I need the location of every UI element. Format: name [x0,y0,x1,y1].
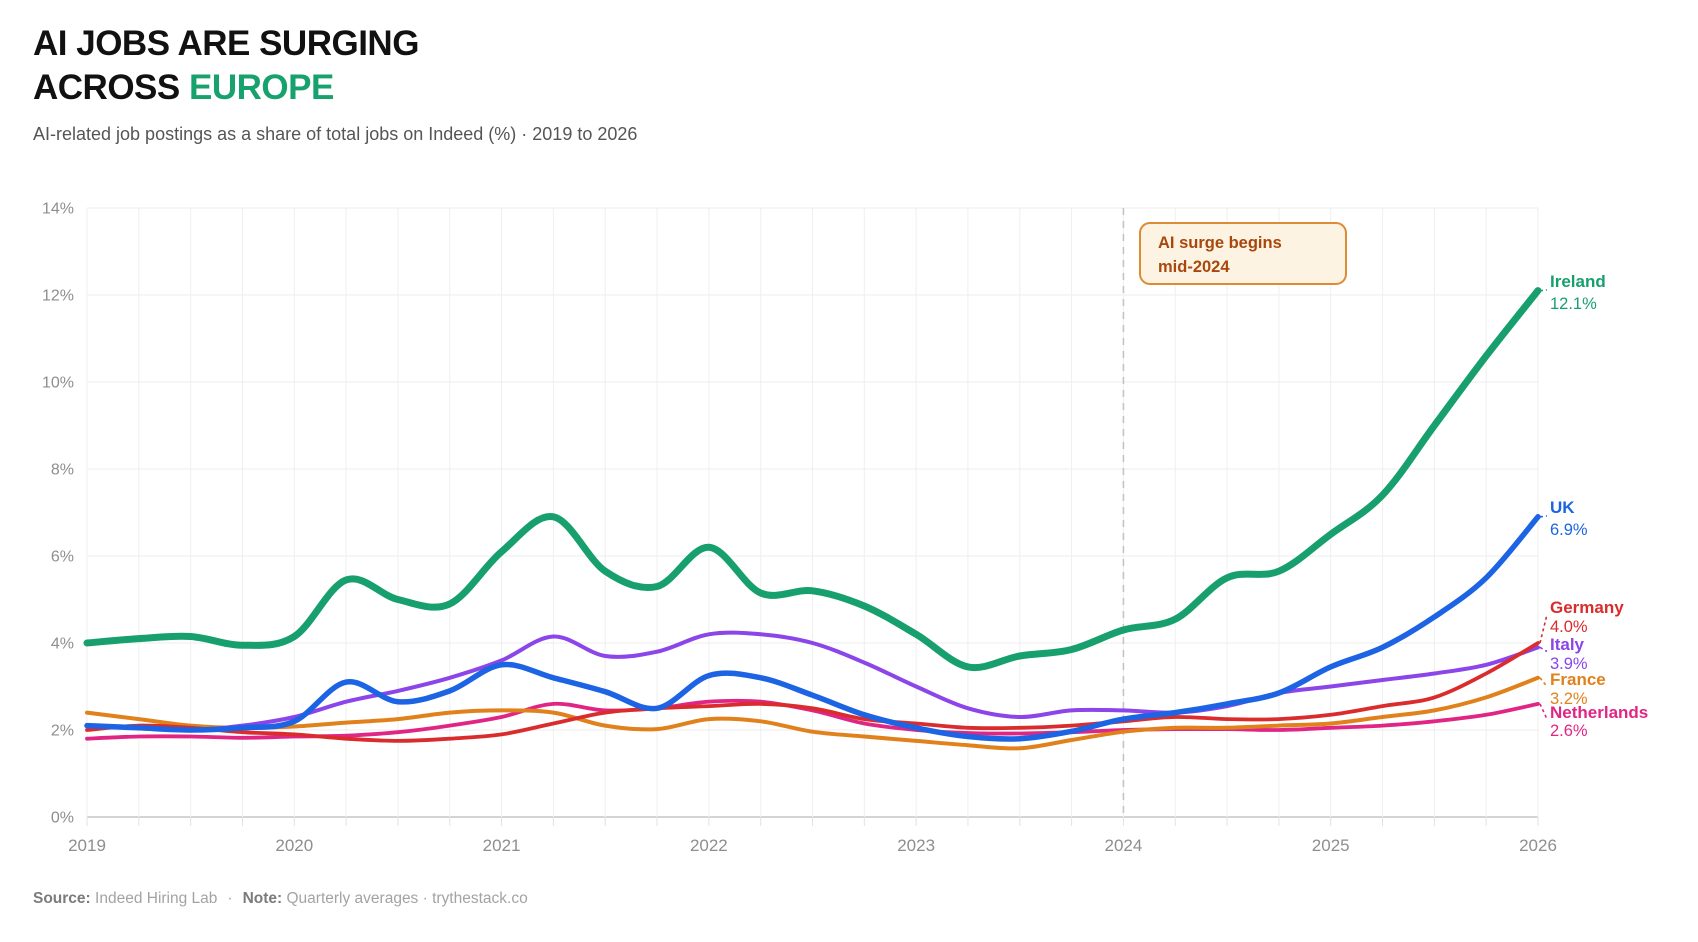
annotation-line1: AI surge begins [1158,234,1282,252]
footer-separator: · [227,890,233,907]
title-line2-prefix: ACROSS [33,68,180,108]
series-label-ireland[interactable]: Ireland [1550,272,1606,291]
note-value: Quarterly averages · trythestack.co [286,890,528,907]
x-tick-label: 2019 [68,836,106,855]
y-tick-label: 14% [42,201,74,218]
x-tick-label: 2026 [1519,836,1557,855]
series-value-italy: 3.9% [1550,655,1588,673]
x-tick-label: 2021 [483,836,521,855]
annotation-callout: AI surge begins mid-2024 [1139,222,1347,285]
series-label-netherlands[interactable]: Netherlands [1550,703,1648,722]
series-line-uk[interactable] [84,514,1541,742]
y-tick-label: 0% [51,810,74,827]
series-label-germany[interactable]: Germany [1550,598,1624,617]
source-label: Source: [33,890,91,907]
annotation-line2: mid-2024 [1158,258,1230,276]
title-line2-accent: EUROPE [188,68,334,108]
y-tick-label: 6% [51,549,74,566]
series-value-france: 3.2% [1550,690,1588,708]
axis-labels: 0% 2% 4% 6% 8% 10% 12% 14% 2019 2020 2021 2022 2023 2… [42,201,1557,856]
y-tick-label: 12% [42,288,74,305]
series-value-germany: 4.0% [1550,618,1588,636]
chart-header: AI JOBS ARE SURGING ACROSS EUROPE AI-rela… [33,22,637,145]
x-tick-label: 2024 [1105,836,1143,855]
note-label: Note: [242,890,283,907]
y-tick-label: 8% [51,462,74,479]
label-leader-ireland [1539,289,1548,292]
y-tick-label: 4% [51,636,74,653]
label-leader-netherlands [1539,703,1548,720]
x-tick-label: 2023 [897,836,935,855]
series-value-netherlands: 2.6% [1550,722,1588,740]
series-line-germany[interactable] [85,641,1540,743]
series-label-france[interactable]: France [1550,670,1606,689]
series-lines [83,287,1542,751]
annotation-box [1139,222,1347,285]
label-leader-france [1539,677,1548,688]
y-tick-label: 10% [42,375,74,392]
y-tick-label: 2% [51,723,74,740]
label-leader-italy [1539,646,1548,653]
series-line-ireland[interactable] [83,287,1542,672]
series-label-uk[interactable]: UK [1550,498,1575,517]
label-leader-germany [1539,614,1548,644]
series-end-labels: Ireland 12.1% UK 6.9% Germany4.0%Italy3.9%Fr… [1539,272,1648,740]
series-line-italy[interactable] [85,630,1540,733]
chart-title: AI JOBS ARE SURGING ACROSS EUROPE [33,22,637,110]
chart-footer: Source: Indeed Hiring Lab · Note: Quarterl… [33,890,528,908]
x-tick-label: 2025 [1312,836,1350,855]
series-label-italy[interactable]: Italy [1550,635,1585,654]
source-value: Indeed Hiring Lab [95,890,218,907]
x-tick-label: 2020 [275,836,313,855]
title-line1: AI JOBS ARE SURGING [33,24,419,63]
x-tick-label: 2022 [690,836,728,855]
series-value-ireland: 12.1% [1550,295,1597,313]
chart-subtitle: AI-related job postings as a share of to… [33,124,638,145]
series-value-uk: 6.9% [1550,521,1588,539]
series-line-france[interactable] [85,675,1540,751]
label-leader-uk [1539,515,1548,518]
